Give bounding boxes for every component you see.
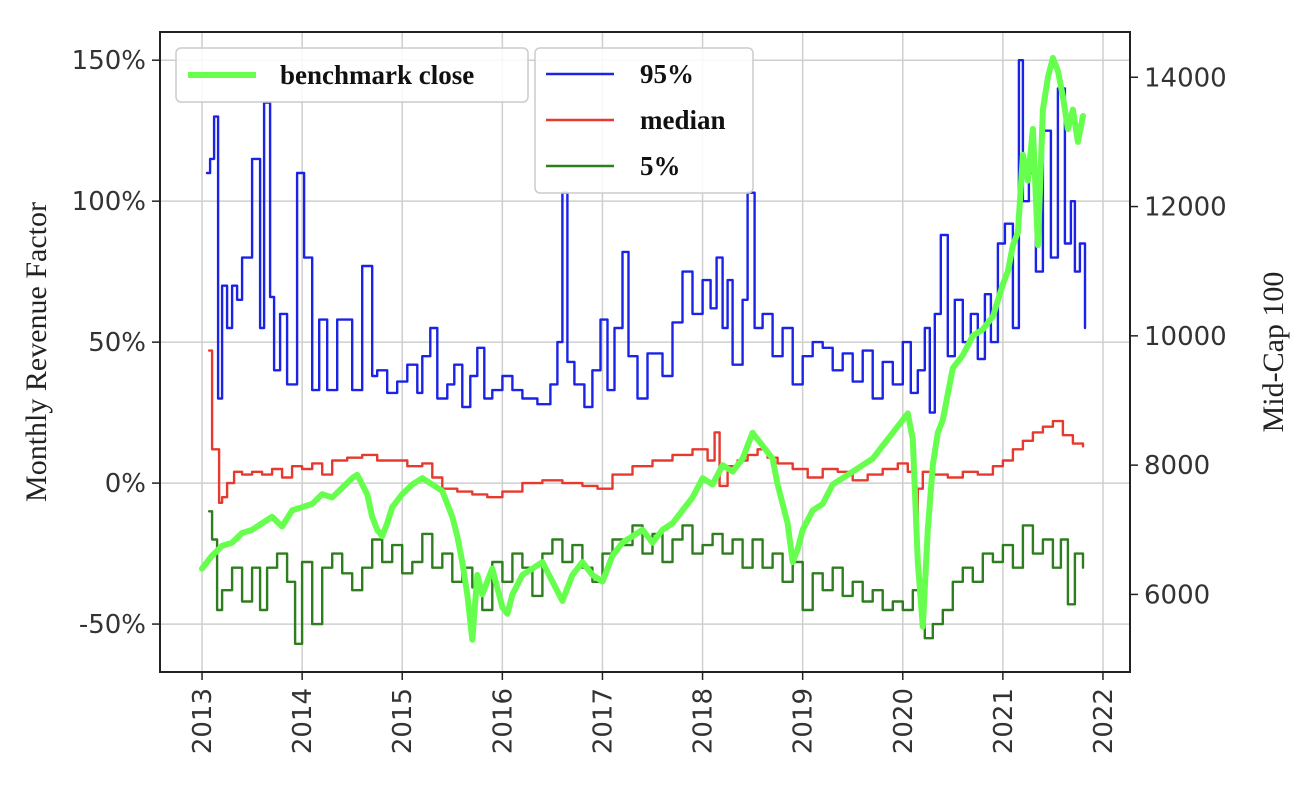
- x-tick-label: 2018: [689, 688, 719, 754]
- x-tick-label: 2021: [989, 688, 1019, 754]
- legend-quantiles: 95% median 5%: [534, 47, 754, 194]
- x-axis: 2013 2014 2015 2016 2017 2018 2019 2020 2021 2022: [188, 672, 1119, 754]
- y-left-tick-label: -50%: [79, 610, 146, 640]
- y-left-tick-label: 100%: [72, 187, 146, 217]
- series-median: [207, 349, 1085, 519]
- x-tick-label: 2016: [488, 688, 518, 754]
- x-tick-label: 2014: [288, 688, 318, 754]
- y-left-tick-label: 150%: [72, 46, 146, 76]
- series-benchmark-close: [199, 54, 1086, 643]
- y-right-tick-label: 14000: [1144, 63, 1227, 93]
- legend-label-median: median: [640, 105, 726, 135]
- y-right-tick-label: 6000: [1144, 580, 1210, 610]
- y-axis-right: 6000 8000 10000 12000 14000: [1130, 63, 1227, 610]
- legend-label-5: 5%: [640, 151, 681, 181]
- legend-box-benchmark: [175, 47, 529, 103]
- x-tick-label: 2017: [588, 688, 618, 754]
- x-tick-label: 2013: [188, 688, 218, 754]
- legend-box-quantiles: [534, 47, 754, 194]
- x-tick-label: 2020: [889, 688, 919, 754]
- legend-label-benchmark: benchmark close: [280, 60, 474, 90]
- plot-frame: [159, 31, 1131, 673]
- series-5: [207, 510, 1085, 645]
- y-left-tick-label: 50%: [88, 328, 146, 358]
- y-axis-left: -50% 0% 50% 100% 150%: [72, 46, 160, 640]
- legend-benchmark: benchmark close: [175, 47, 529, 103]
- series-layer: [199, 54, 1087, 645]
- x-tick-label: 2015: [388, 688, 418, 754]
- x-tick-label: 2022: [1089, 688, 1119, 754]
- series-95: [205, 59, 1087, 414]
- y-axis-left-label: Monthly Revenue Factor: [20, 202, 53, 502]
- y-axis-right-label: Mid-Cap 100: [1257, 272, 1290, 433]
- x-tick-label: 2019: [789, 688, 819, 754]
- y-left-tick-label: 0%: [105, 469, 146, 499]
- y-right-tick-label: 8000: [1144, 451, 1210, 481]
- y-right-tick-label: 12000: [1144, 193, 1227, 223]
- y-right-tick-label: 10000: [1144, 322, 1227, 352]
- legend-label-95: 95%: [640, 59, 694, 89]
